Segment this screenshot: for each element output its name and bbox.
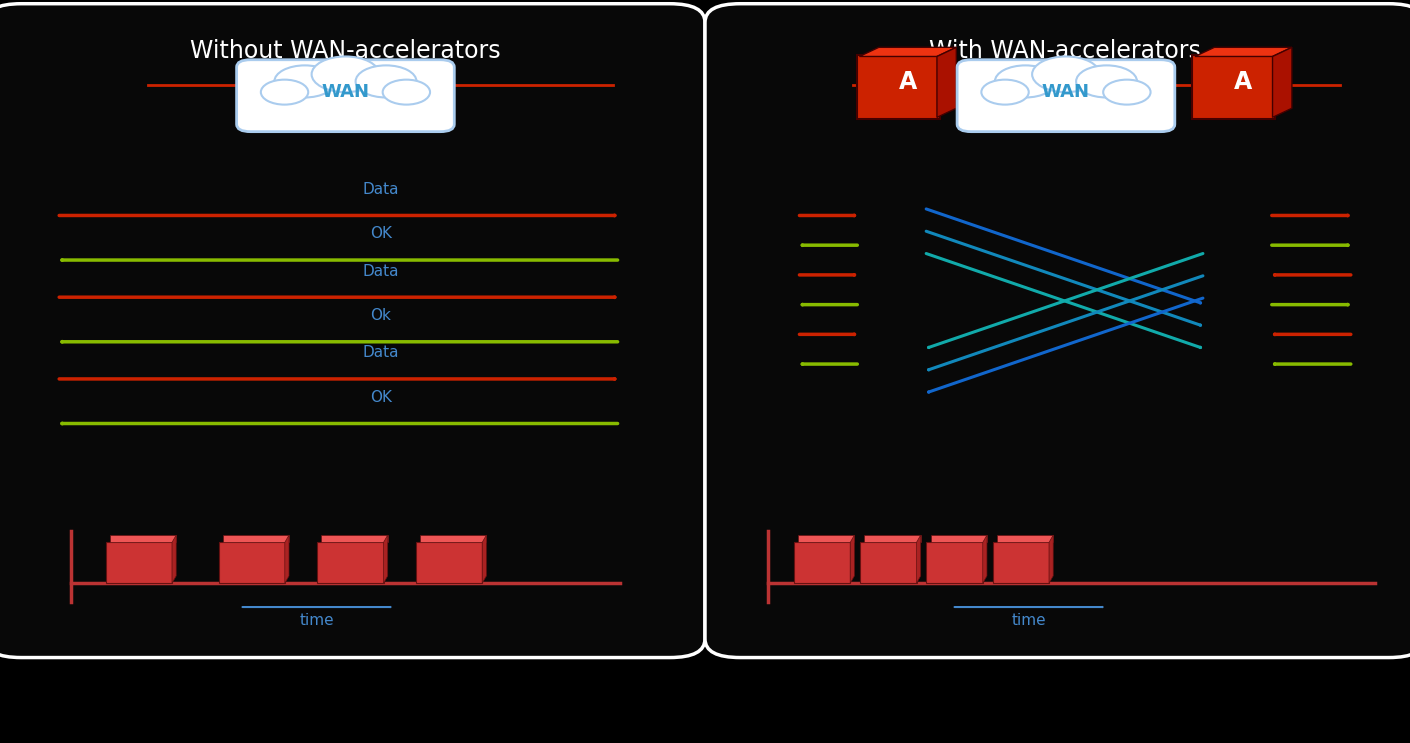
Polygon shape (1196, 48, 1292, 56)
Polygon shape (916, 535, 921, 583)
Polygon shape (384, 535, 388, 583)
Bar (416, 542, 482, 583)
FancyBboxPatch shape (705, 4, 1410, 658)
FancyBboxPatch shape (237, 59, 454, 132)
Polygon shape (983, 535, 987, 583)
Text: Ok: Ok (371, 308, 391, 323)
Text: A: A (898, 71, 916, 94)
Circle shape (312, 56, 379, 92)
FancyBboxPatch shape (997, 535, 1053, 542)
Text: Data: Data (362, 182, 399, 197)
Text: Without WAN-accelerators: Without WAN-accelerators (190, 39, 501, 62)
Bar (794, 542, 850, 583)
Text: With WAN-accelerators: With WAN-accelerators (929, 39, 1200, 62)
Circle shape (981, 80, 1029, 105)
Text: A: A (1234, 71, 1252, 94)
FancyBboxPatch shape (420, 535, 486, 542)
Text: OK: OK (369, 227, 392, 241)
Bar (219, 542, 285, 583)
Text: WAN: WAN (321, 83, 369, 101)
Circle shape (382, 80, 430, 105)
FancyBboxPatch shape (864, 535, 921, 542)
Circle shape (355, 65, 416, 97)
Text: OK: OK (369, 390, 392, 405)
Polygon shape (860, 48, 956, 56)
Circle shape (1076, 65, 1136, 97)
Polygon shape (936, 48, 956, 117)
Circle shape (275, 65, 336, 97)
Bar (926, 542, 983, 583)
Polygon shape (1272, 48, 1292, 117)
Text: Data: Data (362, 345, 399, 360)
Bar (106, 542, 172, 583)
Text: time: time (1012, 613, 1046, 628)
Polygon shape (850, 535, 854, 583)
FancyBboxPatch shape (321, 535, 388, 542)
Circle shape (995, 65, 1056, 97)
FancyBboxPatch shape (857, 55, 940, 119)
Circle shape (1103, 80, 1151, 105)
Circle shape (261, 80, 309, 105)
Bar (993, 542, 1049, 583)
Text: WAN: WAN (1042, 83, 1090, 101)
Bar (860, 542, 917, 583)
Polygon shape (482, 535, 486, 583)
FancyBboxPatch shape (110, 535, 176, 542)
Polygon shape (1049, 535, 1053, 583)
Polygon shape (172, 535, 176, 583)
Bar (317, 542, 384, 583)
FancyBboxPatch shape (1193, 55, 1276, 119)
Circle shape (1032, 56, 1100, 92)
Text: Data: Data (362, 264, 399, 279)
FancyBboxPatch shape (223, 535, 289, 542)
FancyBboxPatch shape (931, 535, 987, 542)
FancyBboxPatch shape (798, 535, 854, 542)
Polygon shape (285, 535, 289, 583)
Text: time: time (300, 613, 334, 628)
FancyBboxPatch shape (0, 4, 705, 658)
FancyBboxPatch shape (957, 59, 1175, 132)
